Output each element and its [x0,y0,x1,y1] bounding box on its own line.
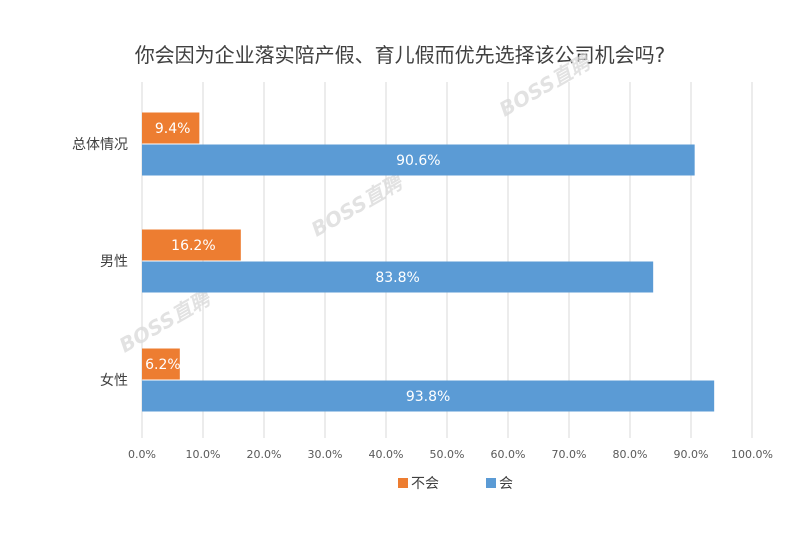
watermark: BOSS直聘 [307,169,408,241]
data-label: 93.8% [406,389,450,405]
data-label: 90.6% [396,153,440,169]
data-label: 6.2% [145,357,181,373]
category-label: 女性 [100,372,128,389]
x-tick-label: 10.0% [186,448,221,461]
bar-yes [142,144,695,176]
bars: 9.4% 90.6% 16.2% 83.8% 6.2% 93.8% [142,112,715,412]
x-tick-label: 70.0% [552,448,587,461]
bar-yes [142,261,654,293]
chart-title: 你会因为企业落实陪产假、育儿假而优先选择该公司机会吗? [135,43,666,67]
x-tick-label: 90.0% [674,448,709,461]
legend: 不会 会 [398,476,513,492]
x-tick-label: 20.0% [247,448,282,461]
x-tick-label: 80.0% [613,448,648,461]
bar-no [142,348,180,380]
data-label: 83.8% [375,270,419,286]
bar-no [142,112,200,144]
data-label: 9.4% [155,121,191,137]
data-label: 16.2% [171,238,215,254]
bar-no [142,229,241,261]
x-tick-label: 40.0% [369,448,404,461]
category-label: 总体情况 [72,137,128,153]
legend-swatch [398,478,408,488]
watermark: BOSS直聘 [115,285,216,357]
x-tick-label: 0.0% [128,448,156,461]
x-tick-label: 30.0% [308,448,343,461]
bar-yes [142,380,715,412]
x-tick-label: 100.0% [731,448,773,461]
legend-label: 不会 [411,476,439,492]
legend-label: 会 [499,476,513,492]
legend-swatch [486,478,496,488]
category-label: 男性 [100,254,128,270]
x-tick-label: 60.0% [491,448,526,461]
x-tick-label: 50.0% [430,448,465,461]
x-axis-ticks: 0.0% 10.0% 20.0% 30.0% 40.0% 50.0% 60.0% 70.0% 8… [128,448,773,461]
